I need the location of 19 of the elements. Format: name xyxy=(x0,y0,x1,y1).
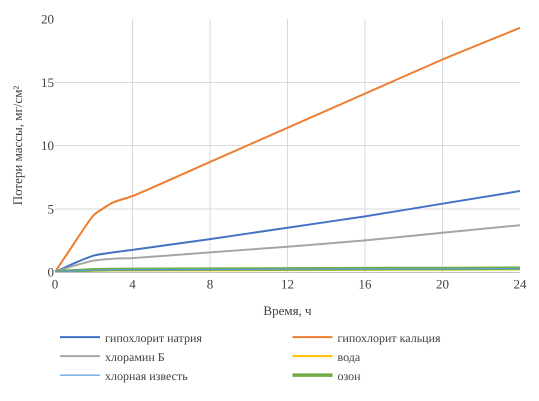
x-tick-label: 16 xyxy=(358,276,372,292)
legend-label: гипохлорит натрия xyxy=(105,330,202,345)
y-tick-label: 5 xyxy=(48,201,54,216)
x-tick-label: 8 xyxy=(206,276,214,292)
y-tick-label: 0 xyxy=(48,264,54,280)
x-tick-label: 20 xyxy=(436,276,449,292)
legend-label: озон xyxy=(338,368,362,383)
y-tick-label: 20 xyxy=(41,12,54,27)
y-tick-label: 10 xyxy=(41,138,54,154)
x-tick-label: 4 xyxy=(129,276,136,292)
x-tick-label: 24 xyxy=(514,276,527,292)
y-axis-title: Потери массы, мг/см² xyxy=(10,86,25,206)
legend-label: гипохлорит кальция xyxy=(338,330,442,345)
y-tick-label: 15 xyxy=(41,74,54,90)
legend-label: вода xyxy=(338,350,361,364)
legend-label: хлорная известь xyxy=(105,368,188,383)
x-tick-label: 12 xyxy=(281,276,294,292)
legend-label: хлорамин Б xyxy=(105,350,165,364)
x-axis-title: Время, ч xyxy=(263,303,312,318)
